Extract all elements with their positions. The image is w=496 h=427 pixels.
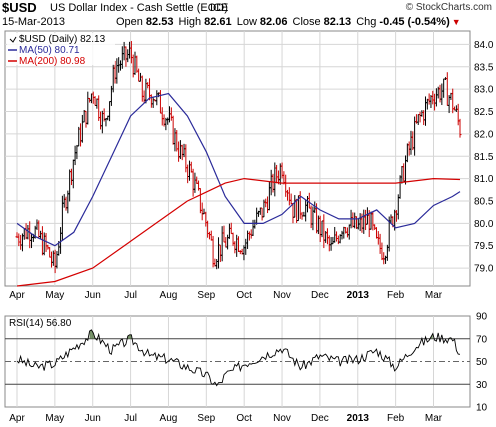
rsi-y-tick-label: 90 [476, 312, 488, 323]
quote-date: 15-Mar-2013 [2, 16, 65, 28]
y-tick-label: 82.5 [474, 107, 494, 118]
price-panel [4, 30, 471, 287]
x-tick-label: Jul [124, 290, 137, 301]
y-tick-label: 81.0 [474, 174, 494, 185]
ma50-line [16, 92, 461, 247]
rsi-x-tick-label: May [45, 413, 64, 424]
symbol: $USD [2, 0, 37, 15]
low-value: 82.06 [259, 16, 288, 28]
x-tick-label: Oct [236, 290, 252, 301]
rsi-y-tick-label: 30 [476, 380, 488, 391]
rsi-x-tick-label: Oct [236, 413, 252, 424]
rsi-x-tick-label: Dec [311, 413, 329, 424]
y-tick-label: 83.0 [474, 85, 494, 96]
x-tick-label: Aug [160, 290, 178, 301]
rsi-overbought-fill [91, 329, 94, 339]
chg-value: -0.45 (-0.54%) [379, 16, 450, 28]
y-tick-label: 79.0 [474, 264, 494, 275]
instrument-name: US Dollar Index - Cash Settle (EOD) [50, 2, 228, 14]
close-value: 82.13 [323, 16, 352, 28]
y-tick-label: 81.5 [474, 152, 494, 163]
x-tick-label: Jun [85, 290, 101, 301]
ma200-line [16, 177, 461, 287]
y-tick-label: 82.0 [474, 129, 494, 140]
rsi-x-tick-label: 2013 [347, 413, 370, 424]
rsi-overbought-fill [89, 329, 92, 339]
close-label: Close [292, 16, 321, 28]
rsi-x-tick-label: Nov [273, 413, 291, 424]
y-tick-label: 80.5 [474, 197, 494, 208]
rsi-x-tick-label: Feb [387, 413, 405, 424]
check-icon [9, 36, 17, 43]
legend-ma200: MA(200) 80.98 [19, 56, 86, 67]
rsi-y-tick-label: 70 [476, 334, 488, 345]
rsi-x-tick-label: Apr [9, 413, 25, 424]
low-label: Low [236, 16, 257, 28]
copyright: © StockCharts.com [405, 2, 492, 13]
quote-line: Open 82.53 High 82.61 Low 82.06 Close 82.13 … [116, 16, 464, 28]
legend-bg [7, 33, 115, 65]
exchange: ICE [210, 2, 229, 14]
high-label: High [178, 16, 202, 28]
x-tick-label: Apr [9, 290, 25, 301]
x-tick-label: May [45, 290, 64, 301]
rsi-x-tick-label: Sep [197, 413, 215, 424]
legend-main: $USD (Daily) 82.13 [19, 34, 106, 45]
rsi-x-tick-label: Mar [425, 413, 443, 424]
rsi-y-tick-label: 10 [476, 403, 488, 414]
rsi-x-tick-label: Jun [85, 413, 101, 424]
y-tick-label: 84.0 [474, 40, 494, 51]
x-tick-label: Sep [197, 290, 215, 301]
x-tick-label: Feb [387, 290, 405, 301]
down-arrow-icon: ▼ [451, 17, 461, 27]
x-tick-label: Dec [311, 290, 329, 301]
x-tick-label: 2013 [347, 290, 370, 301]
chart-header: $USD US Dollar Index - Cash Settle (EOD)… [0, 0, 496, 32]
high-value: 82.61 [204, 16, 232, 28]
y-tick-label: 79.5 [474, 241, 494, 252]
x-tick-label: Nov [273, 290, 291, 301]
x-tick-label: Mar [425, 290, 443, 301]
open-value: 82.53 [145, 16, 174, 28]
price-bar [458, 118, 462, 138]
open-label: Open [116, 16, 143, 28]
chg-label: Chg [356, 16, 377, 28]
rsi-line [16, 329, 461, 387]
rsi-x-tick-label: Jul [124, 413, 137, 424]
rsi-x-tick-label: Aug [160, 413, 178, 424]
y-tick-label: 83.5 [474, 62, 494, 73]
rsi-legend: RSI(14) 56.80 [9, 318, 72, 329]
legend-ma50: MA(50) 80.71 [19, 45, 80, 56]
y-tick-label: 80.0 [474, 219, 494, 230]
rsi-overbought-fill [129, 334, 132, 339]
rsi-y-tick-label: 50 [476, 357, 488, 368]
